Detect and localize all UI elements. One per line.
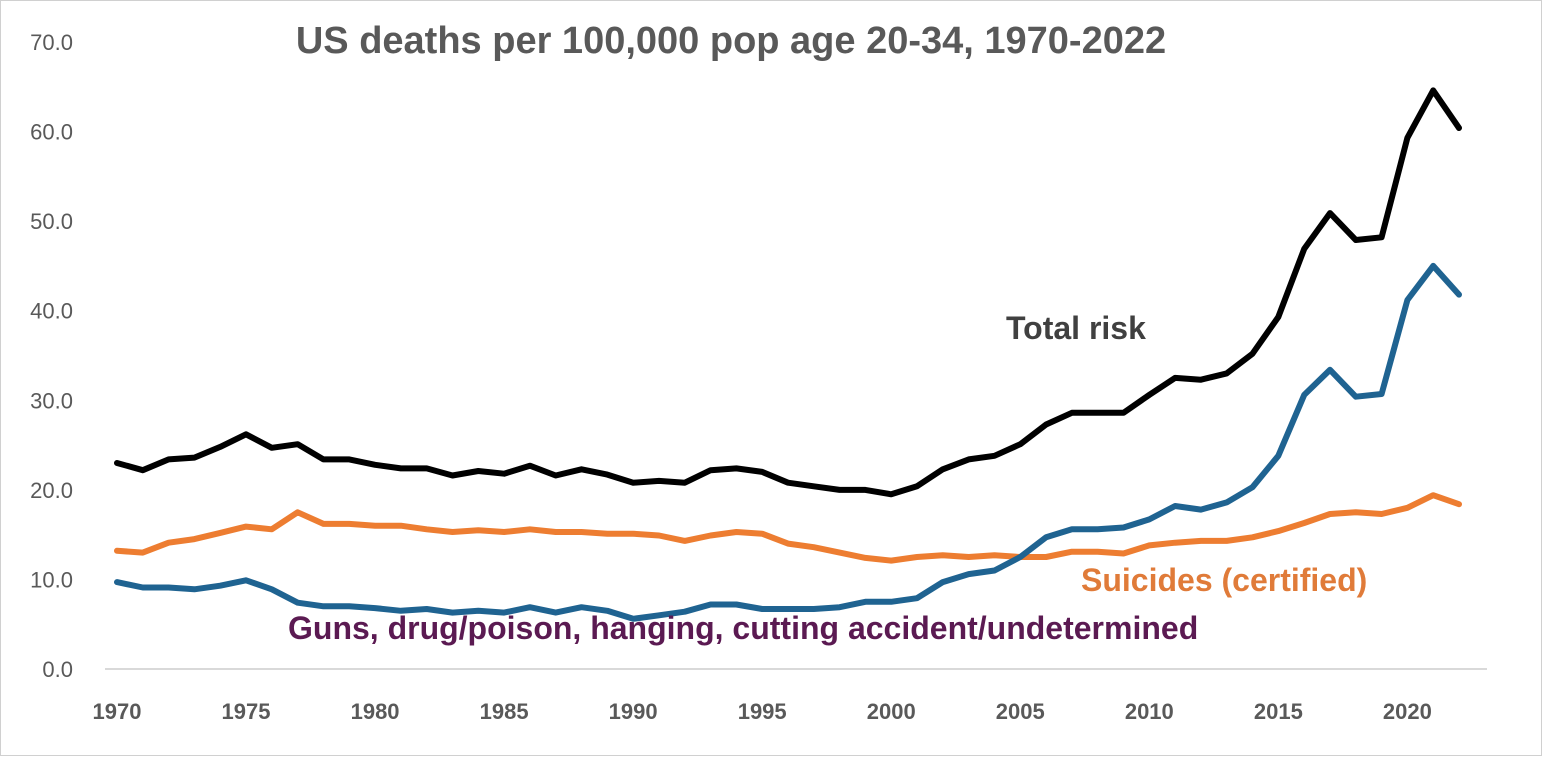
x-tick-label: 1995 <box>738 699 787 724</box>
label-suicides: Suicides (certified) <box>1081 562 1367 598</box>
y-tick-label: 70.0 <box>30 30 73 55</box>
x-tick-label: 2020 <box>1383 699 1432 724</box>
x-tick-label: 1990 <box>609 699 658 724</box>
y-tick-label: 50.0 <box>30 209 73 234</box>
series-line-total-risk <box>114 87 1462 498</box>
y-tick-label: 40.0 <box>30 299 73 324</box>
x-tick-label: 1985 <box>480 699 529 724</box>
y-tick-label: 0.0 <box>42 657 73 682</box>
series-line-suicides-certified <box>114 492 1462 564</box>
x-tick-label: 2000 <box>867 699 916 724</box>
x-axis: 1970 1975 1980 1985 1990 1995 2000 2005 2010 2015… <box>93 699 1432 724</box>
y-tick-label: 20.0 <box>30 478 73 503</box>
x-tick-label: 1970 <box>93 699 142 724</box>
x-tick-label: 1980 <box>351 699 400 724</box>
y-tick-label: 30.0 <box>30 388 73 413</box>
label-guns-drugs: Guns, drug/poison, hanging, cutting acci… <box>288 610 1198 646</box>
x-tick-label: 2005 <box>996 699 1045 724</box>
x-tick-label: 1975 <box>222 699 271 724</box>
series-lines <box>114 87 1462 622</box>
y-tick-label: 60.0 <box>30 120 73 145</box>
series-line-guns-drug-poison-hanging-cutting-accident-undetermined <box>114 262 1462 622</box>
y-axis: 0.0 10.0 20.0 30.0 40.0 50.0 60.0 70.0 <box>30 30 73 682</box>
chart-title: US deaths per 100,000 pop age 20-34, 197… <box>296 20 1166 62</box>
label-total-risk: Total risk <box>1006 310 1146 346</box>
x-tick-label: 2010 <box>1125 699 1174 724</box>
y-tick-label: 10.0 <box>30 567 73 592</box>
x-tick-label: 2015 <box>1254 699 1303 724</box>
